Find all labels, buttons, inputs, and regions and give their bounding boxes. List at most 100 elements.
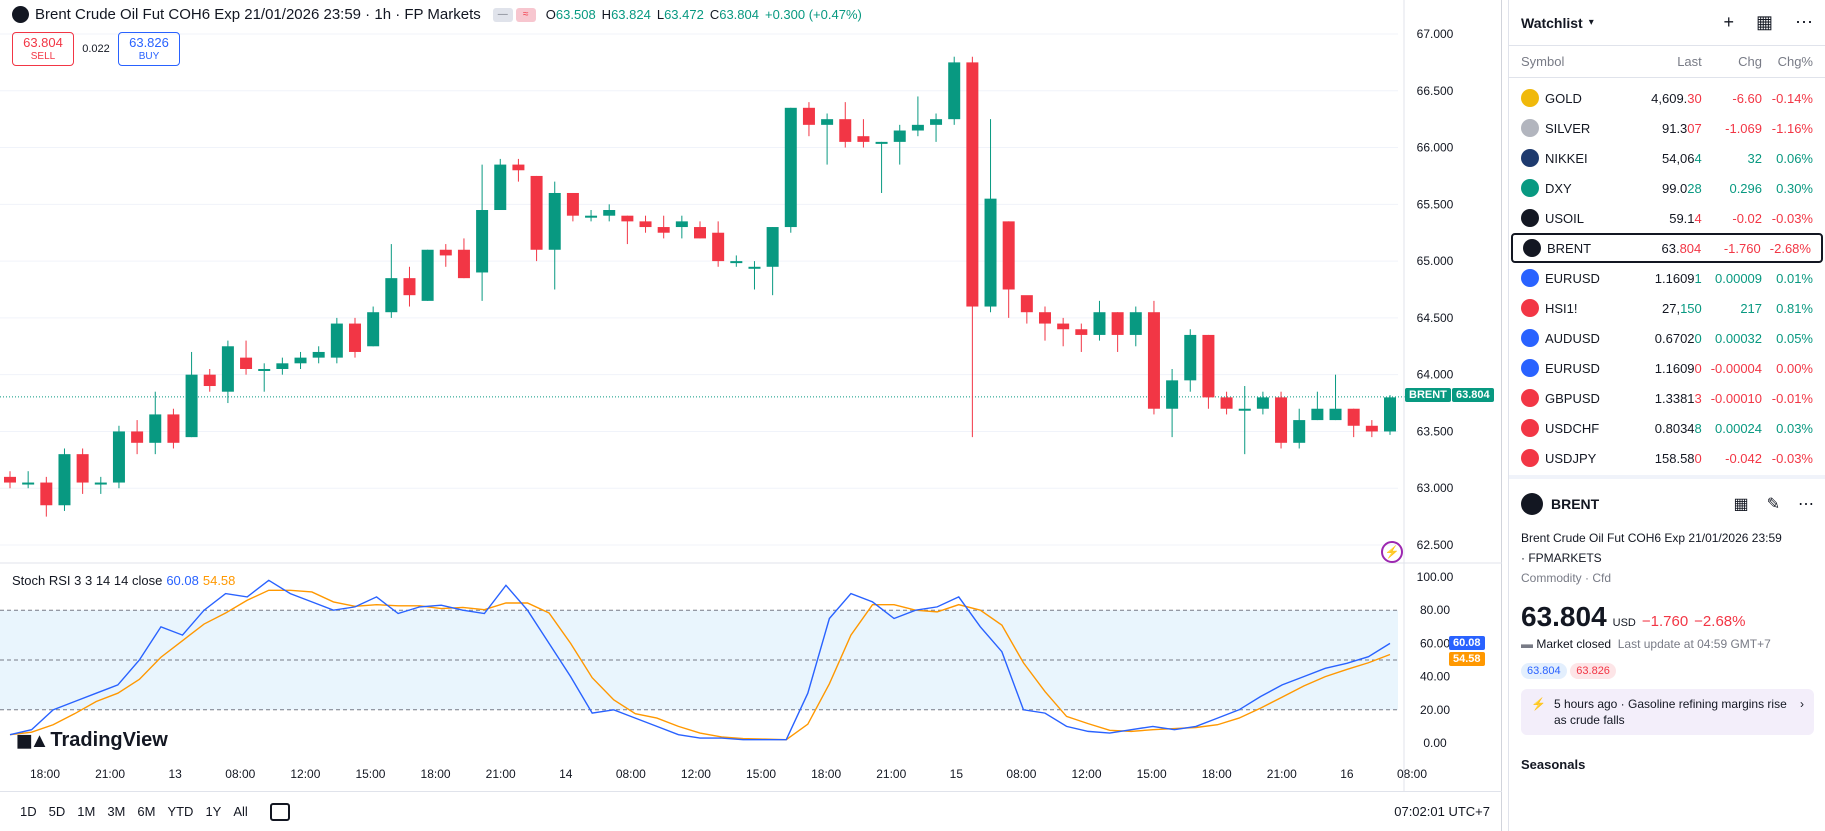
status-text: Market closed [1536, 637, 1612, 651]
range-1m[interactable]: 1M [77, 804, 96, 819]
row-last: 4,609.30 [1637, 91, 1702, 106]
range-all[interactable]: All [233, 804, 248, 819]
candle-body [40, 482, 53, 506]
row-last-tail: 804 [1679, 240, 1702, 256]
watchlist-row-usoil[interactable]: USOIL 59.14 -0.02 -0.03% [1509, 203, 1825, 233]
range-1d[interactable]: 1D [20, 804, 37, 819]
add-symbol-icon[interactable]: + [1723, 12, 1734, 32]
range-ytd[interactable]: YTD [167, 804, 194, 819]
buy-button[interactable]: 63.826 BUY [118, 32, 180, 66]
detail-symbol[interactable]: BRENT [1551, 496, 1600, 512]
row-chg: 217 [1740, 300, 1763, 316]
row-last: 91.307 [1637, 121, 1702, 136]
col-symbol[interactable]: Symbol [1521, 54, 1565, 69]
price-chart-svg[interactable]: 67.000 66.500 66.000 65.500 65.000 64.500 64.0… [0, 0, 1502, 791]
candle-body [857, 136, 870, 142]
col-last[interactable]: Last [1677, 54, 1702, 69]
sell-price: 63.804 [23, 35, 63, 50]
row-chg-pct: 0.03% [1776, 420, 1813, 436]
candle-body [494, 164, 507, 211]
candle-body [675, 221, 688, 228]
row-chg: -1.069 [1725, 120, 1763, 136]
watchlist-row-usdchf[interactable]: USDCHF 0.80348 0.00024 0.03% [1509, 413, 1825, 443]
watchlist-row-dxy[interactable]: DXY 99.028 0.296 0.30% [1509, 173, 1825, 203]
candle-body [1093, 312, 1106, 335]
candle-body [657, 227, 670, 233]
range-1y[interactable]: 1Y [205, 804, 222, 819]
watchlist-row-gbpusd[interactable]: GBPUSD 1.33813 -0.00010 -0.01% [1509, 383, 1825, 413]
row-chg-pct: 0.00% [1776, 360, 1813, 376]
price-axis-label: 64.000 [1417, 368, 1454, 382]
row-last-main: 99.0 [1661, 180, 1688, 196]
watchlist-row-gold[interactable]: GOLD 4,609.30 -6.60 -0.14% [1509, 83, 1825, 113]
row-last-tail: 0 [1694, 360, 1702, 376]
time-axis-label: 15 [950, 767, 964, 781]
candle-body [1220, 397, 1233, 409]
candle-body [439, 249, 452, 256]
range-5d[interactable]: 5D [48, 804, 66, 819]
candle-body [1202, 334, 1215, 398]
row-chg: -0.02 [1732, 210, 1763, 226]
ask-pill: 63.826 [1570, 663, 1616, 679]
row-symbol: EURUSD [1521, 359, 1637, 377]
watchlist-row-hsi1[interactable]: HSI1! 27,150 217 0.81% [1509, 293, 1825, 323]
layout-icon[interactable]: ▦ [1733, 496, 1749, 513]
tradingview-wordmark: TradingView [50, 729, 168, 751]
indicator-legend[interactable]: Stoch RSI 3 3 14 14 close 60.08 54.58 [12, 573, 235, 588]
row-symbol: NIKKEI [1521, 149, 1637, 167]
range-3m[interactable]: 3M [107, 804, 126, 819]
sell-button[interactable]: 63.804 SELL [12, 32, 74, 66]
row-chg: 0.00032 [1715, 330, 1763, 346]
chart-area[interactable]: 67.000 66.500 66.000 65.500 65.000 64.500 64.0… [0, 0, 1502, 831]
seasonals-title[interactable]: Seasonals [1521, 757, 1586, 772]
row-last-tail: 0 [1694, 450, 1702, 466]
ohlc-readout: O63.508 H63.824 L63.472 C63.804 +0.300 (… [546, 7, 862, 22]
open-label: O [545, 7, 556, 22]
candle-body [802, 107, 815, 125]
hide-toggle-icon[interactable]: — [492, 7, 513, 22]
candle-body [58, 454, 71, 506]
watchlist-row-nikkei[interactable]: NIKKEI 54,064 32 0.06% [1509, 143, 1825, 173]
watchlist-row-eurusd[interactable]: EURUSD 1.16091 0.00009 0.01% [1509, 263, 1825, 293]
watchlist-title[interactable]: Watchlist [1521, 14, 1583, 31]
goto-date-icon[interactable] [269, 802, 290, 821]
watchlist-row-silver[interactable]: SILVER 91.307 -1.069 -1.16% [1509, 113, 1825, 143]
candle-body [839, 119, 852, 142]
more-icon[interactable]: ⋯ [1795, 12, 1813, 32]
row-chg-pct: 0.30% [1776, 180, 1813, 196]
advanced-view-icon[interactable]: ▦ [1755, 12, 1773, 32]
row-chg-pct: -0.14% [1771, 90, 1813, 106]
watchlist-row-usdjpy[interactable]: USDJPY 158.580 -0.042 -0.03% [1509, 443, 1825, 473]
detail-more-icon[interactable]: ⋯ [1798, 496, 1814, 513]
watchlist-row-eurusd[interactable]: EURUSD 1.16090 -0.00004 0.00% [1509, 353, 1825, 383]
candle-body [112, 431, 125, 483]
time-axis-label: 15:00 [355, 767, 385, 781]
time-axis-label: 21:00 [486, 767, 516, 781]
clock-display[interactable]: 07:02:01 UTC+7 [1394, 804, 1490, 819]
watchlist-row-audusd[interactable]: AUDUSD 0.67020 0.00032 0.05% [1509, 323, 1825, 353]
candle-body [421, 249, 434, 301]
row-last-tail: 1 [1694, 270, 1702, 286]
row-last-main: 27, [1661, 300, 1681, 316]
range-6m[interactable]: 6M [137, 804, 156, 819]
detail-name[interactable]: Brent Crude Oil Fut COH6 Exp 21/01/2026 … [1521, 531, 1782, 545]
detail-price: 63.804 [1521, 601, 1607, 632]
stoch-axis-label: 0.00 [1423, 736, 1447, 750]
col-chg[interactable]: Chg [1738, 54, 1763, 69]
row-chg: -1.760 [1723, 240, 1761, 256]
symbol-title[interactable]: Brent Crude Oil Fut COH6 Exp 21/01/2026 … [35, 6, 481, 23]
tradingview-logo[interactable]: ◼▲ TradingView [16, 728, 168, 753]
edit-icon[interactable]: ✎ [1766, 496, 1780, 513]
row-chg-pct: -2.68% [1769, 240, 1811, 256]
col-chg-pct[interactable]: Chg% [1777, 54, 1813, 69]
compare-toggle-icon[interactable]: ≈ [515, 7, 536, 22]
lightning-icon[interactable]: ⚡ [1381, 541, 1403, 563]
news-item[interactable]: ⚡ 5 hours ago · Gasoline refining margin… [1521, 689, 1814, 735]
chevron-down-icon[interactable]: ▾ [1588, 17, 1594, 28]
watchlist-row-brent[interactable]: BRENT 63.804 -1.760 -2.68% [1511, 233, 1823, 263]
row-last-tail: 07 [1687, 120, 1702, 136]
row-last: 63.804 [1637, 240, 1702, 256]
row-last-main: 1.1609 [1654, 360, 1695, 376]
row-last-tail: 8 [1694, 420, 1702, 436]
candle-body [1057, 323, 1070, 330]
